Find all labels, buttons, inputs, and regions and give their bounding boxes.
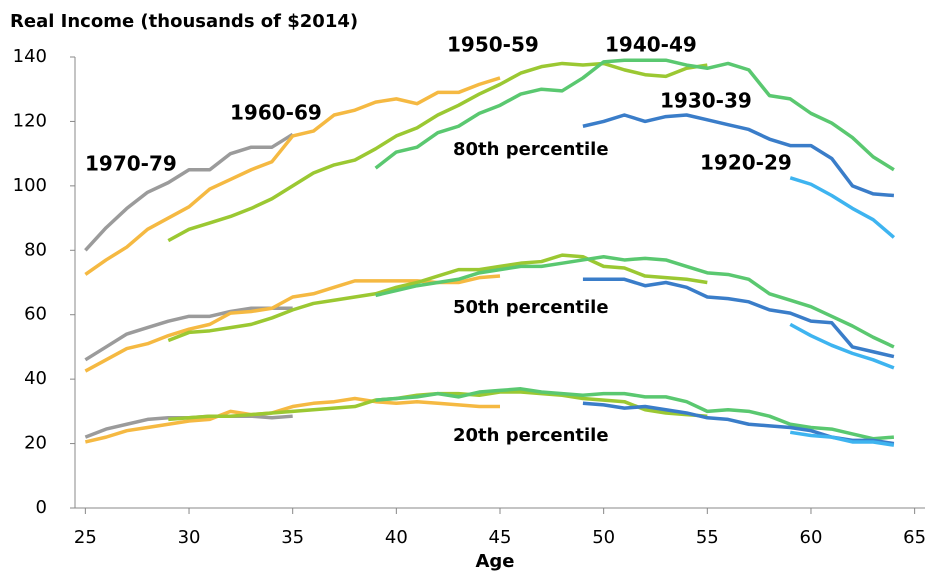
chart-title: Real Income (thousands of $2014) <box>10 11 358 32</box>
x-axis-label: Age <box>475 551 514 572</box>
series-line <box>374 58 895 172</box>
y-tick-label: 140 <box>13 46 47 67</box>
y-tick-label: 100 <box>13 175 47 196</box>
x-tick-label: 30 <box>178 527 201 548</box>
cohort-label: 1970-79 <box>85 152 177 176</box>
x-tick-label: 60 <box>800 527 823 548</box>
y-tick-label: 80 <box>24 239 47 260</box>
cohort-label: 1950-59 <box>447 33 539 57</box>
x-tick-label: 25 <box>74 527 97 548</box>
series-line <box>789 430 895 447</box>
series-line <box>375 387 895 441</box>
x-tick-label: 55 <box>696 527 719 548</box>
cohort-label: 1940-49 <box>605 33 697 57</box>
series-line <box>789 176 896 239</box>
x-tick-label: 40 <box>385 527 408 548</box>
percentile-label: 20th percentile <box>453 425 609 446</box>
series-line <box>168 390 708 422</box>
cohort-label: 1960-69 <box>230 101 322 125</box>
y-tick-label: 40 <box>24 368 47 389</box>
percentile-label: 80th percentile <box>453 139 609 160</box>
x-tick-label: 65 <box>903 527 926 548</box>
series-line <box>167 61 708 243</box>
x-tick-label: 50 <box>592 527 615 548</box>
series-line <box>582 113 895 198</box>
series-line <box>375 254 895 349</box>
y-tick-label: 60 <box>24 304 47 325</box>
series-line <box>84 396 500 444</box>
series-line <box>84 306 293 362</box>
series-line <box>84 76 501 276</box>
x-tick-label: 45 <box>489 527 512 548</box>
series-line <box>789 322 895 370</box>
series-line <box>167 253 708 343</box>
series-line <box>84 132 294 252</box>
x-tick-label: 35 <box>281 527 304 548</box>
cohort-label: 1920-29 <box>700 151 792 175</box>
percentile-label: 50th percentile <box>453 297 609 318</box>
cohort-label: 1930-39 <box>660 89 752 113</box>
series-line <box>582 277 895 359</box>
series-line <box>84 274 501 373</box>
y-tick-label: 20 <box>24 433 47 454</box>
y-tick-label: 120 <box>13 110 47 131</box>
y-tick-label: 0 <box>36 497 47 518</box>
